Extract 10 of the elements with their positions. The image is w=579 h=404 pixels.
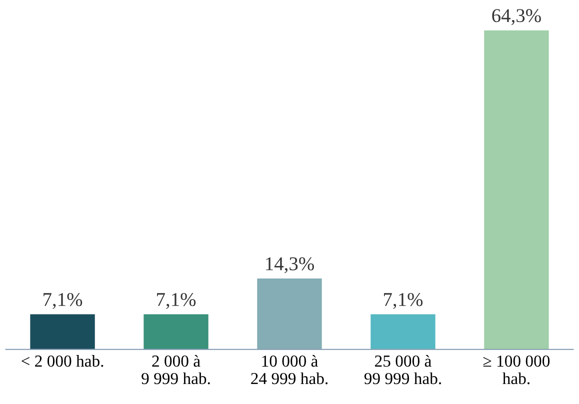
data-label: 7,1% (384, 292, 423, 309)
data-label: 14,3% (266, 257, 314, 274)
x-tick-label: < 2 000 hab. (22, 355, 104, 367)
x-tick-label: 25 000 à 99 999 hab. (364, 354, 441, 384)
data-label: 7,1% (44, 292, 82, 309)
x-tick-label: 10 000 à 24 999 hab. (251, 354, 328, 384)
x-tick-label: ≥ 100 000 hab. (483, 355, 550, 384)
data-label: 64,3% (492, 9, 541, 25)
x-tick-label: 2 000 à 9 999 hab. (142, 354, 210, 384)
data-label: 7,1% (157, 292, 196, 309)
